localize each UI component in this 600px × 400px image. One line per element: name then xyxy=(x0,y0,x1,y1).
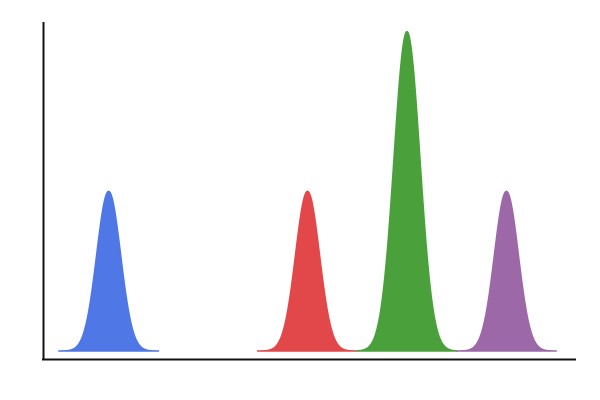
peak-area-4 xyxy=(455,190,557,352)
peak-area-2 xyxy=(257,190,358,352)
peak-series-group xyxy=(58,30,557,352)
peak-area-3 xyxy=(356,30,458,352)
peak-area-1 xyxy=(58,190,160,352)
